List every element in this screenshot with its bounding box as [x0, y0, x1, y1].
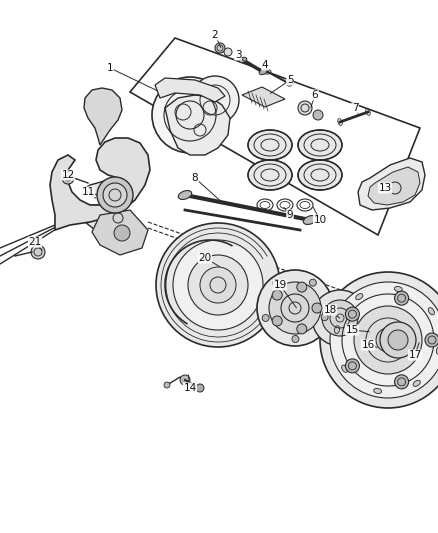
Ellipse shape [374, 389, 381, 393]
Circle shape [173, 240, 263, 330]
Ellipse shape [436, 346, 438, 354]
Text: 17: 17 [408, 350, 422, 360]
Circle shape [425, 333, 438, 347]
Ellipse shape [303, 215, 317, 224]
Text: 5: 5 [287, 75, 293, 85]
Polygon shape [92, 210, 148, 255]
Circle shape [321, 313, 328, 321]
Text: 4: 4 [261, 60, 268, 70]
Circle shape [376, 328, 400, 352]
Ellipse shape [413, 381, 420, 386]
Ellipse shape [342, 365, 348, 373]
Circle shape [297, 282, 307, 292]
Polygon shape [130, 38, 420, 235]
Circle shape [269, 282, 321, 334]
Circle shape [395, 291, 409, 305]
Polygon shape [165, 95, 230, 155]
Circle shape [156, 223, 280, 347]
Circle shape [196, 384, 204, 392]
Circle shape [297, 324, 307, 334]
Ellipse shape [298, 160, 342, 190]
Circle shape [191, 76, 239, 124]
Text: 6: 6 [312, 90, 318, 100]
Text: 10: 10 [314, 215, 327, 225]
Text: 3: 3 [235, 50, 241, 60]
Text: 8: 8 [192, 173, 198, 183]
Text: 21: 21 [28, 237, 42, 247]
Text: 15: 15 [346, 325, 359, 335]
Text: 18: 18 [323, 305, 337, 315]
Circle shape [313, 110, 323, 120]
Text: 11: 11 [81, 187, 95, 197]
Circle shape [164, 382, 170, 388]
Circle shape [298, 101, 312, 115]
Circle shape [380, 322, 416, 358]
Circle shape [322, 300, 358, 336]
Text: 9: 9 [287, 210, 293, 220]
Circle shape [354, 306, 422, 374]
Polygon shape [358, 158, 425, 210]
Circle shape [188, 255, 248, 315]
Ellipse shape [259, 69, 267, 75]
Circle shape [272, 316, 282, 326]
Ellipse shape [178, 190, 192, 199]
Polygon shape [84, 88, 122, 145]
Ellipse shape [248, 130, 292, 160]
Text: 13: 13 [378, 183, 392, 193]
Text: 20: 20 [198, 253, 212, 263]
Circle shape [346, 307, 360, 321]
Circle shape [257, 270, 333, 346]
Circle shape [312, 303, 322, 313]
Ellipse shape [239, 57, 247, 63]
Text: 1: 1 [107, 63, 113, 73]
Circle shape [62, 172, 74, 184]
Ellipse shape [428, 308, 434, 315]
Text: 14: 14 [184, 383, 197, 393]
Circle shape [97, 177, 133, 213]
Ellipse shape [298, 130, 342, 160]
Circle shape [292, 335, 299, 343]
Circle shape [309, 279, 316, 286]
Circle shape [180, 375, 190, 385]
Circle shape [312, 290, 368, 346]
Polygon shape [368, 167, 420, 205]
Ellipse shape [335, 326, 339, 334]
Circle shape [330, 282, 438, 398]
Text: 19: 19 [273, 280, 286, 290]
Circle shape [224, 48, 232, 56]
Text: 12: 12 [61, 170, 74, 180]
Circle shape [320, 272, 438, 408]
Ellipse shape [394, 286, 402, 292]
Ellipse shape [248, 160, 292, 190]
Circle shape [152, 77, 228, 153]
Circle shape [388, 330, 408, 350]
Polygon shape [155, 78, 225, 102]
Polygon shape [84, 178, 133, 233]
Polygon shape [50, 138, 150, 230]
Ellipse shape [356, 294, 363, 300]
Circle shape [262, 314, 269, 321]
Circle shape [114, 225, 130, 241]
Circle shape [272, 290, 282, 300]
Circle shape [346, 359, 360, 373]
Polygon shape [242, 87, 285, 107]
Text: 7: 7 [352, 103, 358, 113]
Circle shape [215, 43, 225, 53]
Circle shape [273, 280, 280, 287]
Circle shape [395, 375, 409, 389]
Circle shape [200, 267, 236, 303]
Circle shape [103, 183, 127, 207]
Circle shape [31, 245, 45, 259]
Text: 16: 16 [361, 340, 374, 350]
Text: 2: 2 [212, 30, 218, 40]
